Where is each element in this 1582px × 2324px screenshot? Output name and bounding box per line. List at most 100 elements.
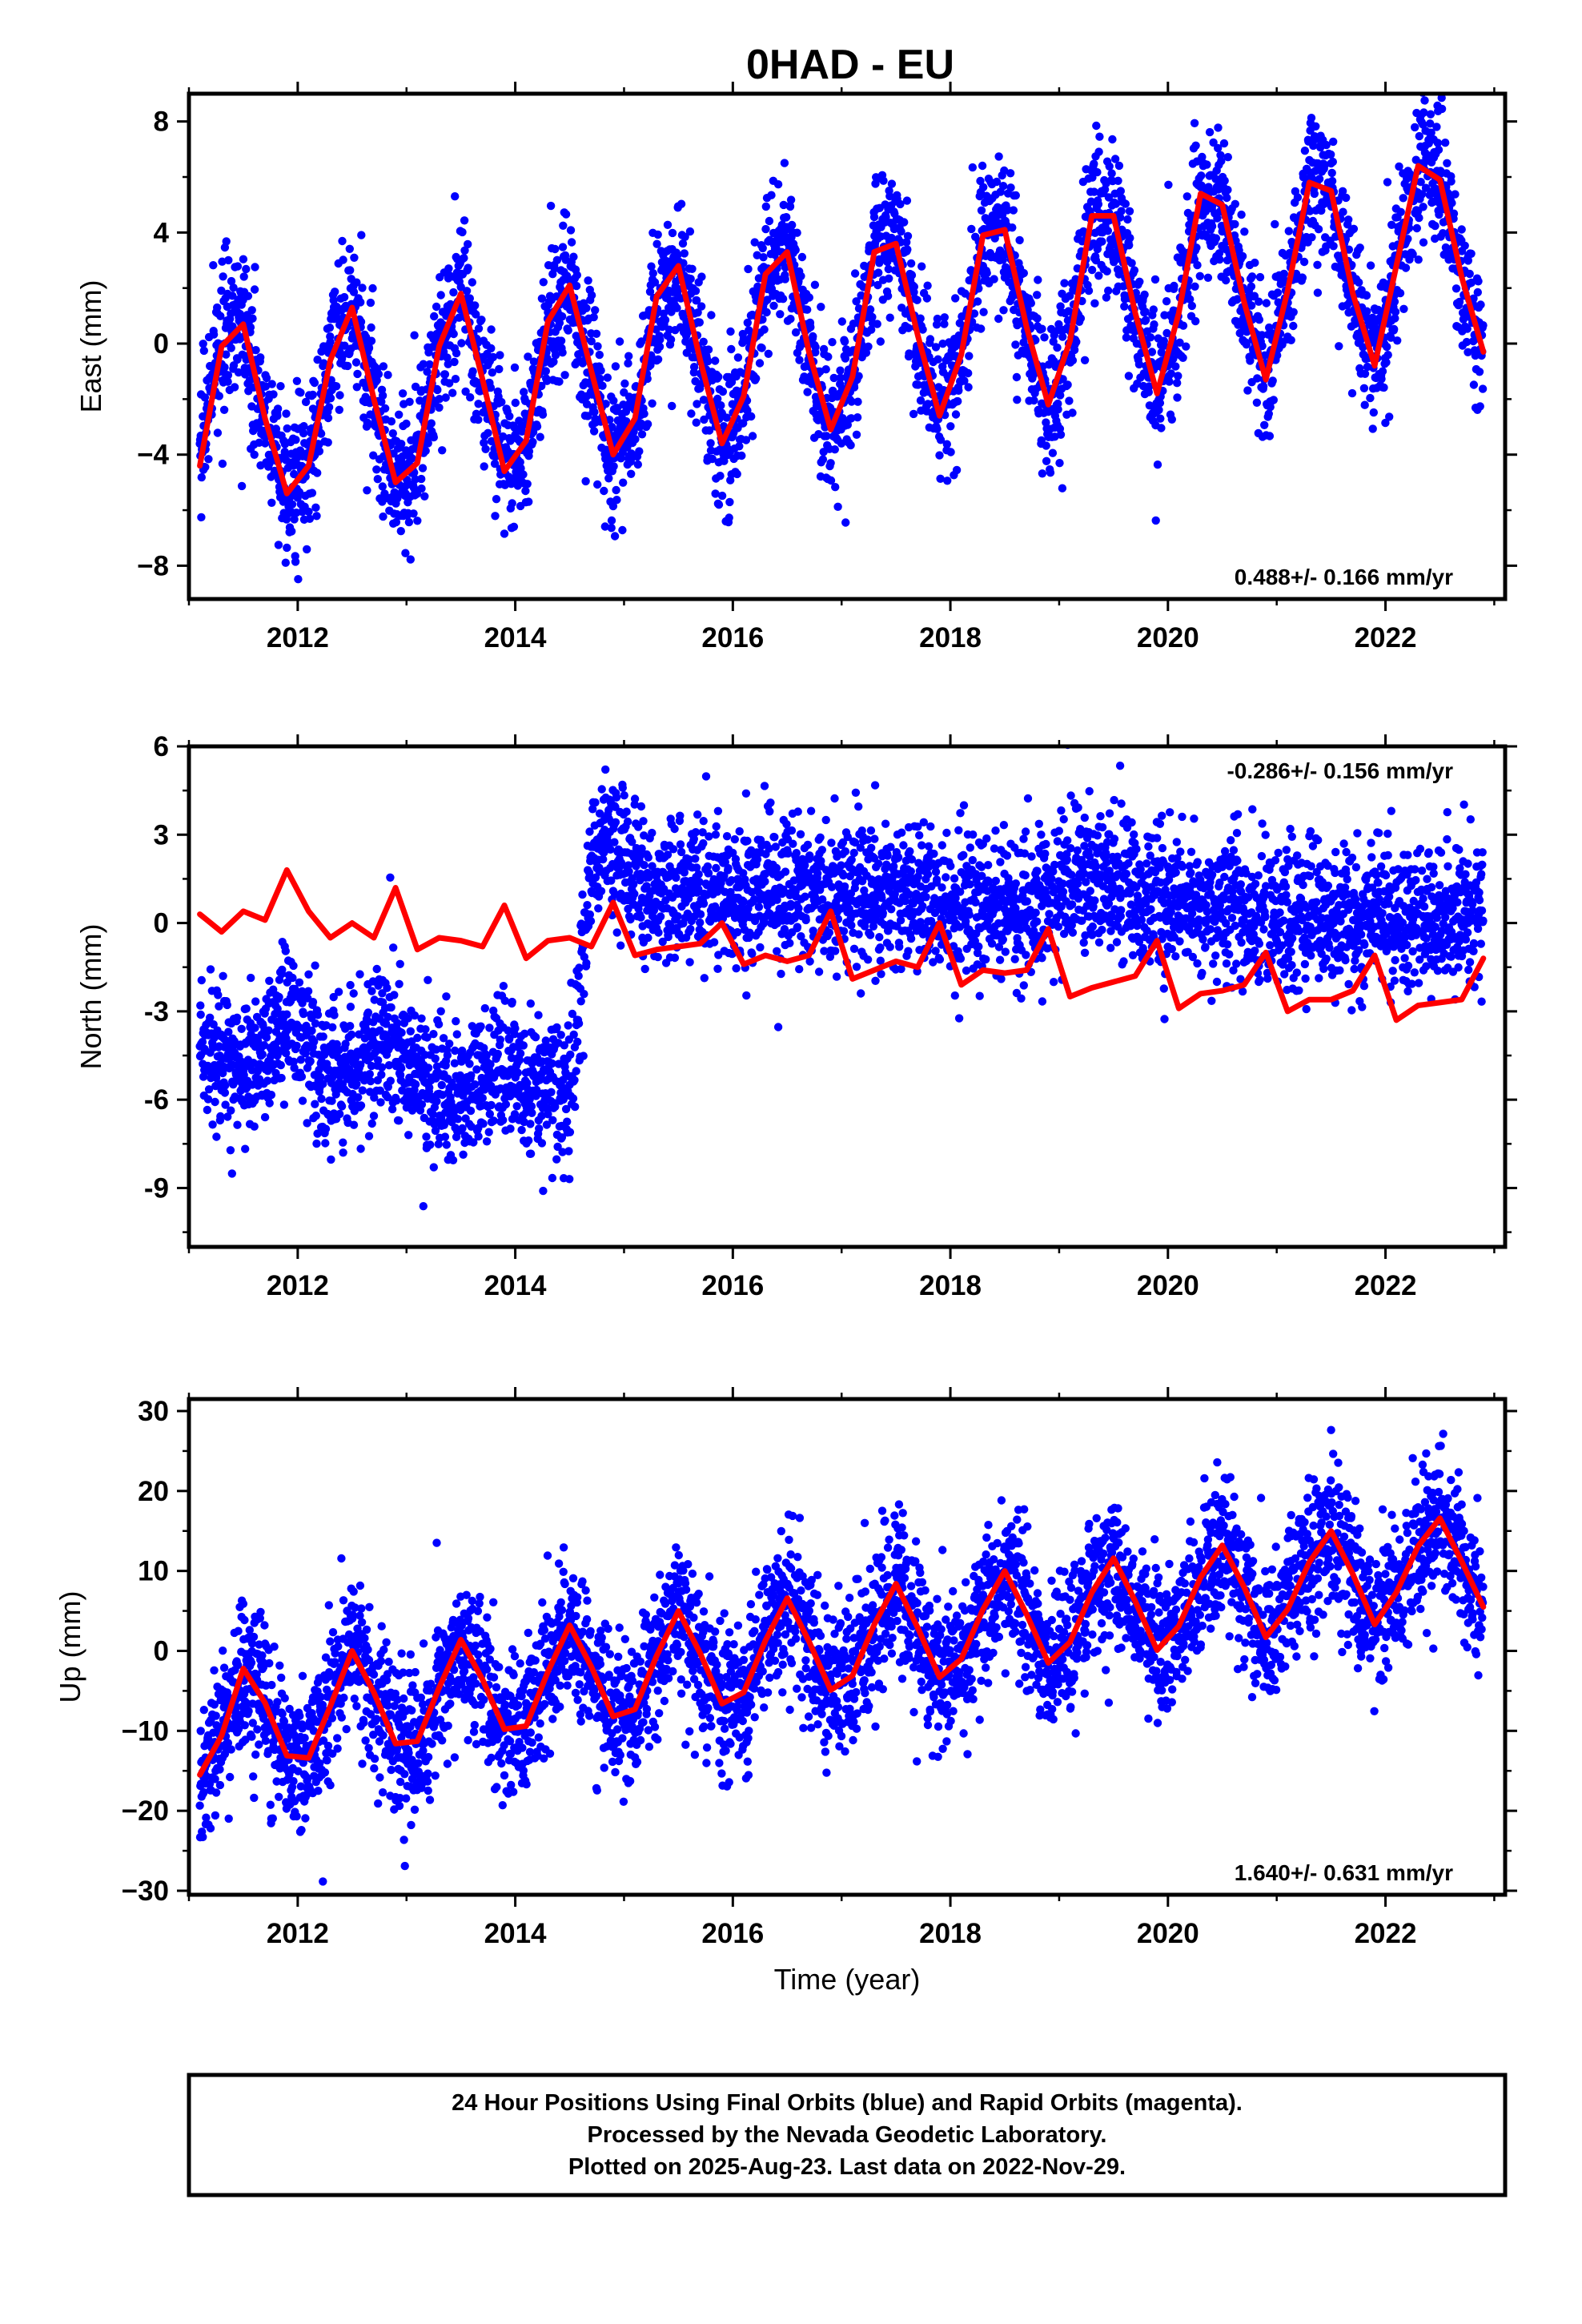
east-data-point — [1219, 139, 1229, 148]
north-data-point — [363, 1018, 371, 1027]
east-data-point — [405, 397, 414, 406]
east-data-point — [716, 472, 725, 480]
east-data-point — [593, 342, 602, 351]
north-data-point — [356, 1101, 366, 1110]
north-data-point — [275, 992, 283, 1002]
north-data-point — [397, 1028, 406, 1037]
east-data-point — [1173, 379, 1182, 388]
east-data-point — [1107, 169, 1116, 178]
east-data-point — [550, 264, 559, 273]
east-data-point — [700, 415, 709, 424]
east-data-point — [363, 486, 371, 495]
east-data-point — [228, 292, 237, 300]
east-data-point — [916, 396, 926, 405]
east-data-point — [239, 255, 248, 263]
east-data-point — [1055, 459, 1064, 468]
east-data-point — [1415, 213, 1423, 223]
north-data-point — [288, 973, 297, 983]
east-data-point — [1469, 380, 1479, 389]
north-data-point — [413, 1033, 422, 1043]
east-data-point — [1162, 328, 1171, 338]
east-data-point — [1435, 210, 1443, 219]
east-data-point — [1157, 424, 1166, 432]
north-data-point — [197, 975, 206, 985]
east-data-point — [1053, 343, 1062, 352]
east-data-point — [1416, 178, 1425, 187]
east-data-point — [1182, 342, 1191, 351]
east-data-point — [281, 558, 290, 567]
east-data-point — [511, 398, 520, 408]
east-x-tick-label: 2014 — [484, 622, 547, 653]
east-data-point — [643, 374, 652, 384]
east-data-point — [762, 308, 771, 317]
east-data-point — [558, 243, 568, 251]
east-data-point — [369, 451, 378, 460]
east-data-point — [564, 326, 572, 335]
east-data-point — [1289, 321, 1298, 331]
north-data-point — [250, 1122, 259, 1131]
east-data-point — [352, 278, 361, 287]
east-data-point — [1246, 356, 1255, 365]
east-data-point — [645, 287, 655, 296]
east-data-point — [871, 179, 880, 188]
east-data-point — [1268, 376, 1277, 385]
east-data-point — [809, 332, 817, 341]
north-data-point — [442, 992, 451, 1001]
east-data-point — [217, 286, 226, 296]
east-data-point — [1111, 199, 1121, 208]
east-data-point — [1125, 241, 1134, 250]
east-data-point — [1104, 193, 1114, 202]
east-data-point — [1322, 140, 1331, 150]
east-data-point — [853, 397, 862, 406]
east-data-point — [686, 275, 695, 283]
east-data-point — [681, 232, 689, 241]
east-data-point — [1090, 159, 1098, 168]
east-data-point — [764, 349, 773, 358]
east-data-point — [704, 356, 713, 366]
north-data-point — [214, 991, 223, 999]
east-data-point — [552, 255, 562, 264]
north-data-point — [431, 1054, 440, 1063]
east-data-point — [379, 362, 388, 371]
east-data-point — [635, 447, 644, 456]
east-x-tick-label: 2016 — [701, 622, 764, 653]
east-data-point — [367, 336, 376, 345]
east-x-tick-label: 2012 — [267, 622, 329, 653]
north-data-point — [278, 965, 287, 975]
east-data-point — [582, 304, 591, 312]
east-data-point — [1476, 300, 1485, 309]
north-data-point — [378, 989, 387, 998]
east-data-point — [633, 460, 642, 469]
east-data-point — [976, 176, 985, 186]
east-data-point — [1247, 282, 1256, 291]
east-data-point — [739, 334, 749, 344]
east-data-point — [786, 315, 795, 324]
north-data-point — [322, 1021, 331, 1030]
east-data-point — [946, 448, 955, 456]
east-data-point — [857, 291, 865, 300]
east-data-point — [722, 413, 731, 422]
east-data-point — [488, 368, 496, 377]
east-data-point — [242, 264, 251, 274]
east-data-point — [230, 383, 239, 392]
north-data-point — [469, 1138, 478, 1147]
east-data-point — [887, 179, 897, 188]
east-data-point — [1327, 168, 1336, 178]
east-data-point — [1271, 219, 1279, 229]
east-data-point — [817, 303, 825, 312]
east-data-point — [1122, 333, 1131, 342]
east-data-point — [499, 432, 508, 441]
east-data-point — [1391, 308, 1400, 316]
east-data-point — [276, 382, 285, 391]
east-data-point — [618, 525, 627, 535]
east-data-point — [1473, 287, 1483, 297]
east-data-point — [401, 549, 410, 557]
east-data-point — [833, 502, 842, 511]
east-data-point — [1408, 250, 1417, 259]
east-data-point — [622, 417, 631, 426]
east-data-point — [1265, 323, 1274, 332]
east-data-point — [615, 337, 624, 346]
east-data-point — [1220, 176, 1229, 185]
east-data-point — [305, 514, 315, 523]
east-data-point — [234, 368, 243, 377]
